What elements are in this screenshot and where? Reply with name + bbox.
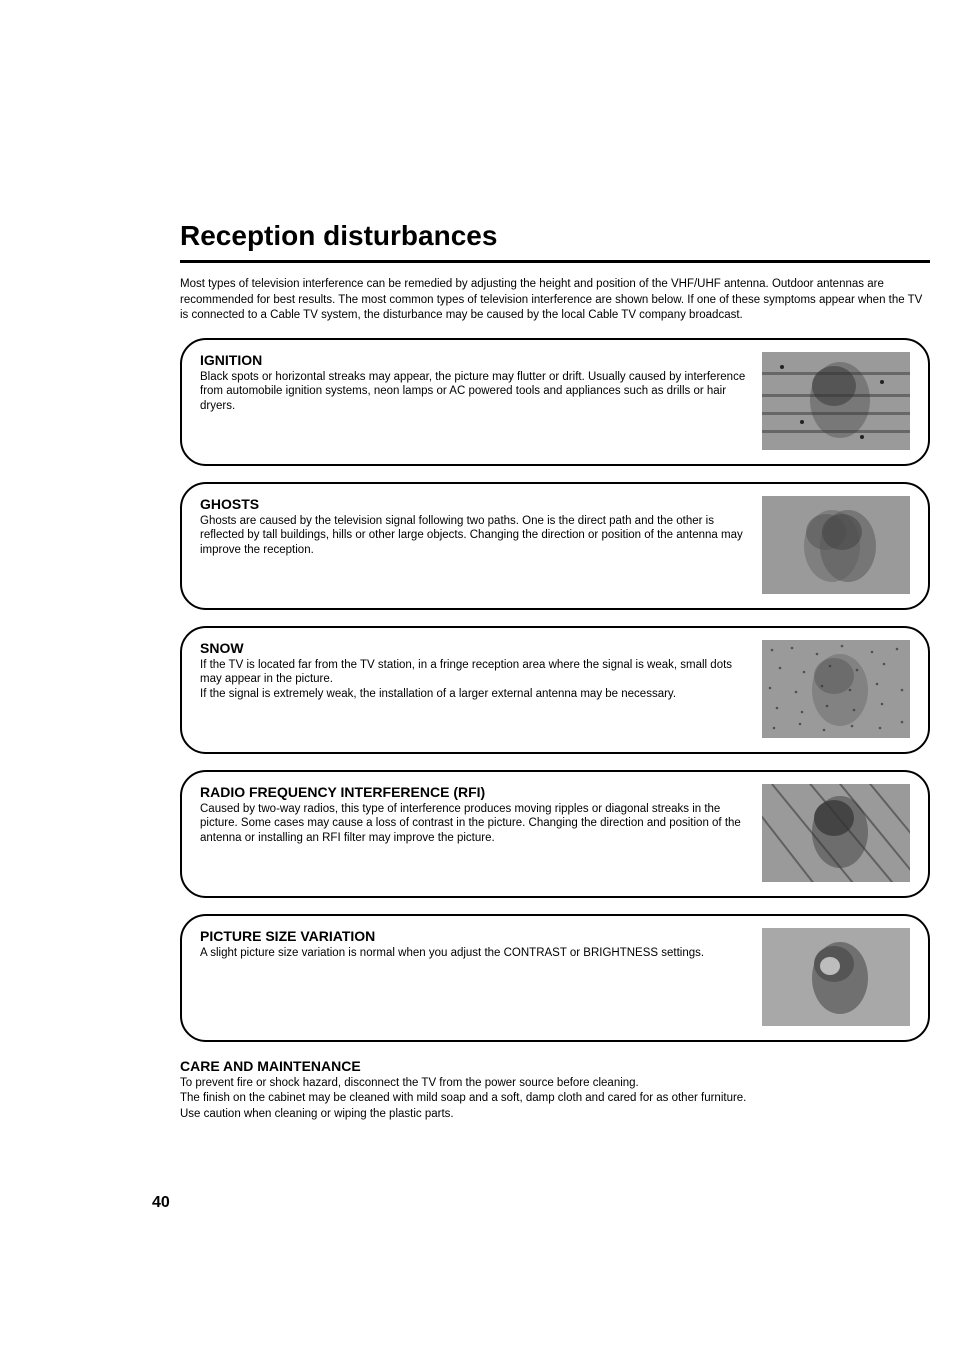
- tv-image-snow: [762, 640, 910, 738]
- section-text: RADIO FREQUENCY INTERFERENCE (RFI) Cause…: [200, 784, 746, 847]
- section-heading: PICTURE SIZE VARIATION: [200, 928, 746, 944]
- section-snow: SNOW If the TV is located far from the T…: [180, 626, 930, 754]
- tv-image-ignition: [762, 352, 910, 450]
- section-body: If the TV is located far from the TV sta…: [200, 658, 746, 703]
- section-text: GHOSTS Ghosts are caused by the televisi…: [200, 496, 746, 559]
- section-text: IGNITION Black spots or horizontal strea…: [200, 352, 746, 415]
- section-body: Black spots or horizontal streaks may ap…: [200, 370, 746, 415]
- section-heading: RADIO FREQUENCY INTERFERENCE (RFI): [200, 784, 746, 800]
- section-heading: SNOW: [200, 640, 746, 656]
- section-heading: GHOSTS: [200, 496, 746, 512]
- section-heading: IGNITION: [200, 352, 746, 368]
- tv-image-size-variation: [762, 928, 910, 1026]
- intro-paragraph: Most types of television interference ca…: [180, 277, 930, 324]
- section-ignition: IGNITION Black spots or horizontal strea…: [180, 338, 930, 466]
- interference-illustration-icon: [762, 784, 910, 882]
- tv-image-rfi: [762, 784, 910, 882]
- section-text: SNOW If the TV is located far from the T…: [200, 640, 746, 703]
- page-title: Reception disturbances: [180, 220, 930, 252]
- section-ghosts: GHOSTS Ghosts are caused by the televisi…: [180, 482, 930, 610]
- footer-heading: CARE AND MAINTENANCE: [180, 1058, 930, 1074]
- interference-illustration-icon: [762, 496, 910, 594]
- interference-illustration-icon: [762, 352, 910, 450]
- manual-page: Reception disturbances Most types of tel…: [180, 220, 930, 1122]
- section-body: Ghosts are caused by the television sign…: [200, 514, 746, 559]
- tv-image-ghosts: [762, 496, 910, 594]
- interference-illustration-icon: [762, 640, 910, 738]
- section-picture-size: PICTURE SIZE VARIATION A slight picture …: [180, 914, 930, 1042]
- page-number: 40: [152, 1194, 170, 1212]
- title-rule: [180, 260, 930, 263]
- section-rfi: RADIO FREQUENCY INTERFERENCE (RFI) Cause…: [180, 770, 930, 898]
- section-body: A slight picture size variation is norma…: [200, 946, 746, 961]
- footer-body: To prevent fire or shock hazard, disconn…: [180, 1076, 930, 1123]
- interference-illustration-icon: [762, 928, 910, 1026]
- section-body: Caused by two-way radios, this type of i…: [200, 802, 746, 847]
- section-text: PICTURE SIZE VARIATION A slight picture …: [200, 928, 746, 961]
